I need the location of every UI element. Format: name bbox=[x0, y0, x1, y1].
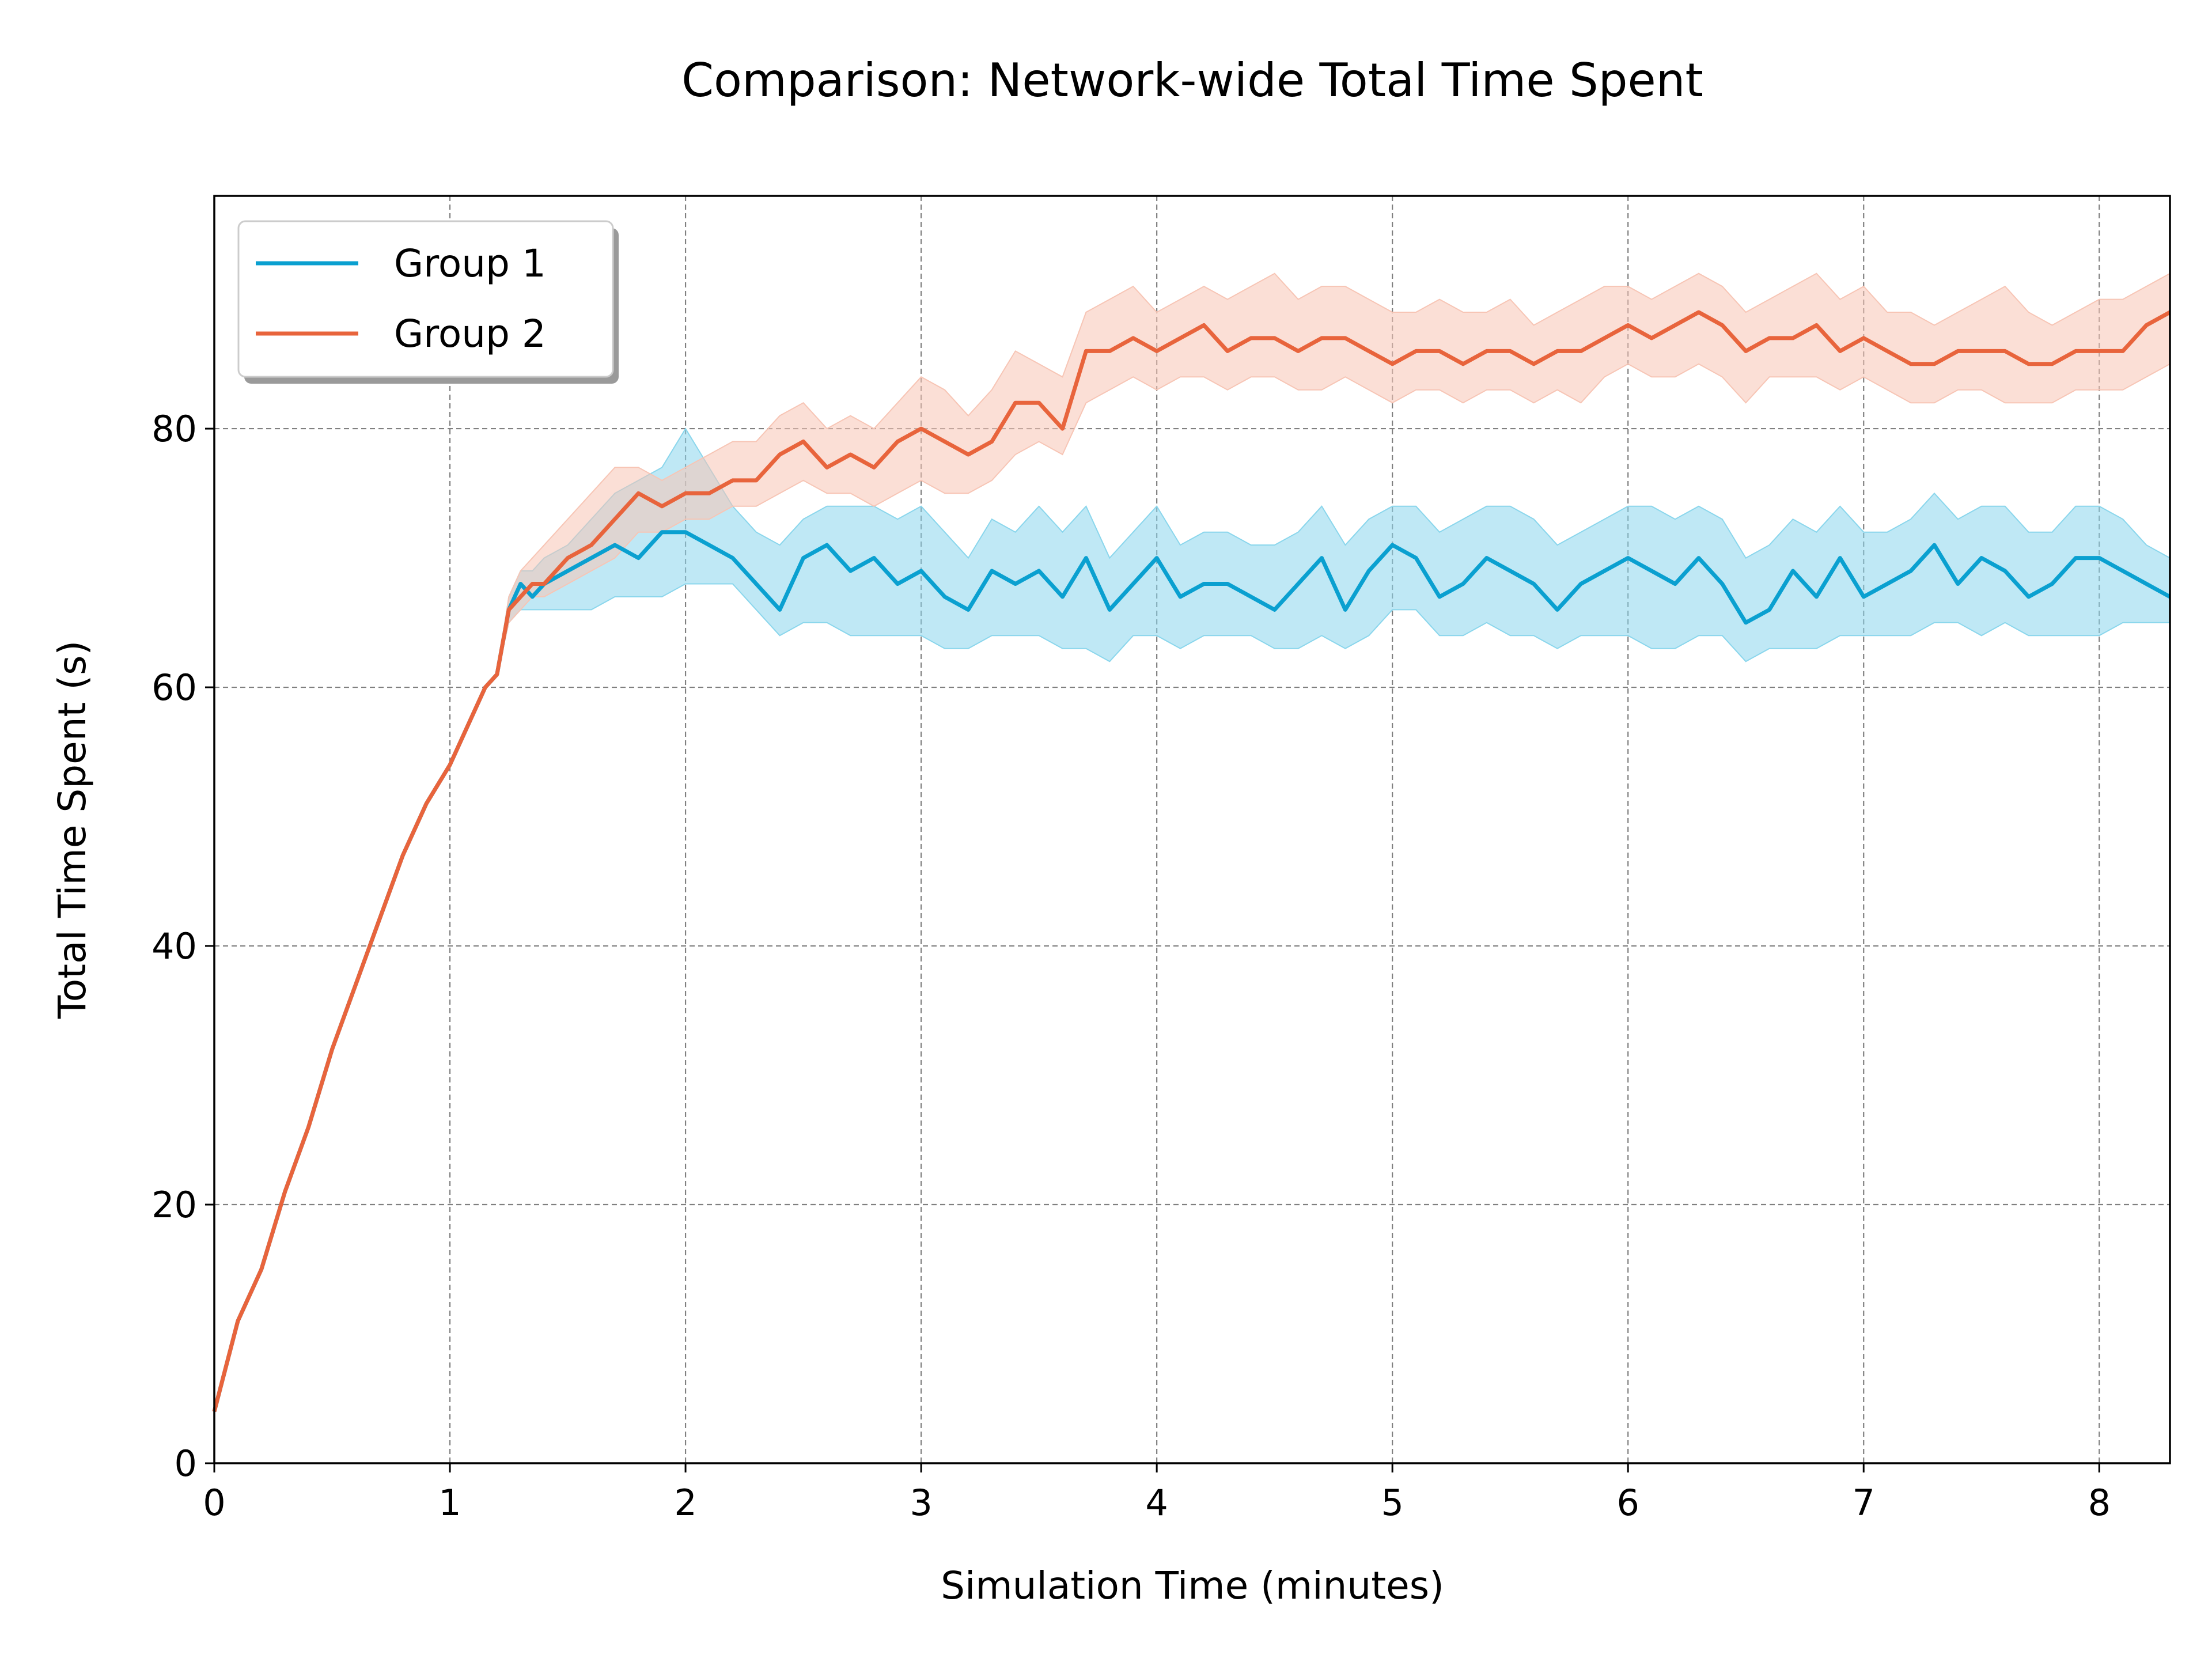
x-tick-label: 7 bbox=[1853, 1482, 1875, 1524]
y-tick-label: 60 bbox=[151, 667, 197, 709]
x-tick-label: 0 bbox=[203, 1482, 225, 1524]
line-group-2 bbox=[212, 310, 2171, 1413]
x-tick-label: 6 bbox=[1616, 1482, 1639, 1524]
y-tick-label: 20 bbox=[151, 1184, 197, 1226]
x-tick-label: 5 bbox=[1381, 1482, 1403, 1524]
x-axis-label: Simulation Time (minutes) bbox=[941, 1563, 1444, 1608]
series-lines bbox=[212, 310, 2171, 1413]
x-tick-label: 1 bbox=[438, 1482, 461, 1524]
y-tick-label: 80 bbox=[151, 408, 197, 450]
x-tick-label: 2 bbox=[674, 1482, 696, 1524]
y-tick-label: 0 bbox=[175, 1443, 197, 1485]
x-tick-label: 8 bbox=[2088, 1482, 2111, 1524]
plot-frame bbox=[213, 195, 2171, 1464]
chart-title: Comparison: Network-wide Total Time Spen… bbox=[681, 54, 1703, 107]
x-tick-label: 4 bbox=[1145, 1482, 1168, 1524]
y-tick-label: 40 bbox=[151, 925, 197, 967]
y-axis-ticks: 0 20 40 60 80 bbox=[151, 408, 214, 1485]
x-tick-label: 3 bbox=[910, 1482, 932, 1524]
legend: Group 1 Group 2 bbox=[237, 220, 619, 384]
x-axis-ticks: 0 1 2 3 4 5 6 7 8 bbox=[203, 1463, 2111, 1524]
legend-label-group-2: Group 2 bbox=[394, 312, 546, 356]
legend-box bbox=[237, 220, 614, 378]
legend-label-group-1: Group 1 bbox=[394, 241, 546, 286]
line-group-1 bbox=[212, 530, 2171, 1413]
y-axis-label: Total Time Spent (s) bbox=[50, 641, 94, 1020]
